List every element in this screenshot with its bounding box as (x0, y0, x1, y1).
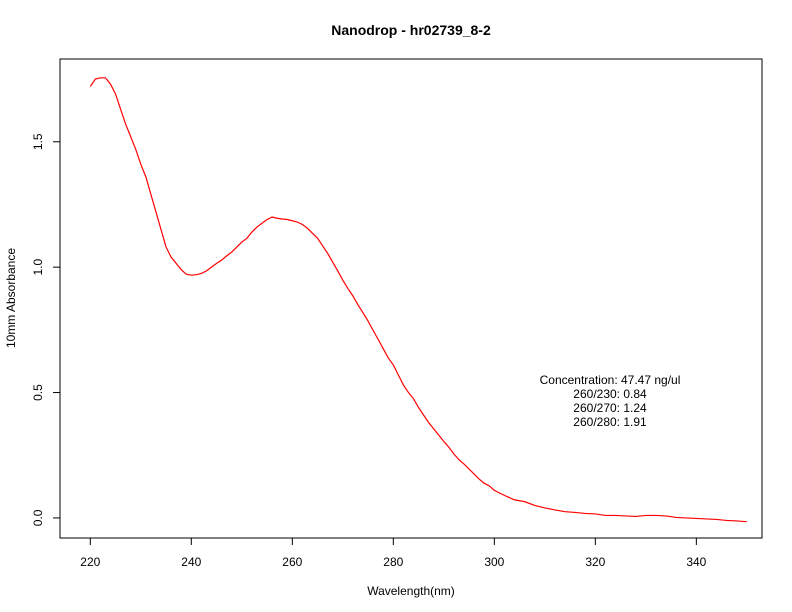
annotation-260-270: 260/270: 1.24 (573, 401, 647, 415)
y-tick-label: 1.5 (31, 133, 45, 150)
plot-frame (59, 58, 763, 539)
y-axis-title: 10mm Absorbance (4, 248, 18, 348)
x-tick-label: 260 (282, 555, 302, 569)
x-tick-label: 340 (686, 555, 706, 569)
x-tick-label: 280 (383, 555, 403, 569)
x-tick-label: 300 (484, 555, 504, 569)
annotation-260-230: 260/230: 0.84 (573, 387, 647, 401)
x-tick-label: 220 (80, 555, 100, 569)
annotation-260-280: 260/280: 1.91 (573, 415, 647, 429)
y-tick-label: 1.0 (31, 258, 45, 275)
absorbance-series-line (89, 77, 747, 523)
y-tick-label: 0.5 (31, 384, 45, 401)
stats-annotation: Concentration: 47.47 ng/ul 260/230: 0.84… (540, 373, 681, 429)
series-layer (89, 77, 747, 523)
y-tick-label: 0.0 (31, 509, 45, 526)
annotation-concentration: Concentration: 47.47 ng/ul (540, 373, 681, 387)
chart-title: Nanodrop - hr02739_8-2 (331, 22, 491, 38)
x-tick-label: 240 (181, 555, 201, 569)
x-axis: 220 240 260 280 300 320 340 (80, 537, 707, 569)
y-axis: 0.0 0.5 1.0 1.5 (31, 133, 61, 526)
x-axis-title: Wavelength(nm) (367, 584, 455, 598)
x-tick-label: 320 (585, 555, 605, 569)
